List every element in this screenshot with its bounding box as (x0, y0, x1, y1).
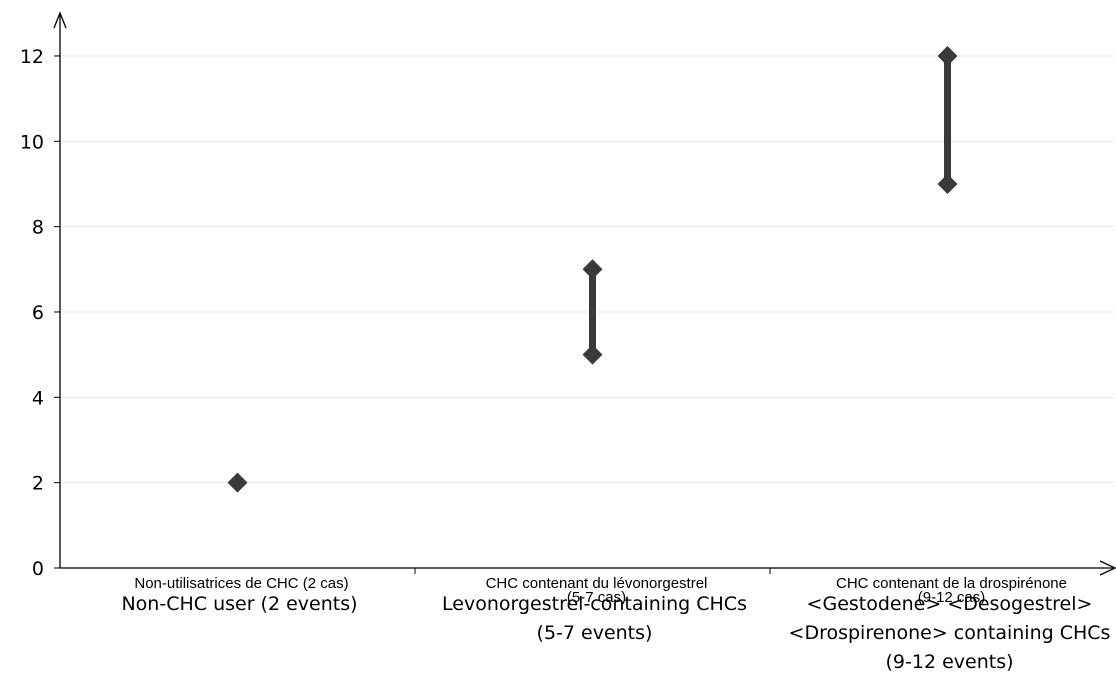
high-point (937, 45, 958, 66)
x-label-french: CHC contenant du lévonorgestrel (486, 575, 708, 592)
gridlines (60, 55, 1114, 484)
low-point (937, 173, 958, 194)
y-tick-label: 10 (20, 131, 44, 153)
x-label-french: CHC contenant de la drospirénone (836, 575, 1067, 592)
y-tick-label: 2 (32, 473, 44, 495)
x-label-french: (5-7 cas) (567, 589, 626, 606)
y-tick-label: 4 (32, 387, 44, 409)
x-label-english: Levonorgestrel-containing CHCs (442, 593, 747, 615)
y-tick-label: 6 (32, 302, 44, 324)
axes (53, 11, 1116, 576)
low-point (582, 344, 603, 365)
data-marks (227, 45, 958, 493)
y-tick-label: 12 (20, 46, 44, 68)
x-label-english: (9-12 events) (886, 651, 1014, 673)
x-label-french: Non-utilisatrices de CHC (2 cas) (134, 575, 348, 592)
x-label-english: Non-CHC user (2 events) (121, 593, 357, 615)
y-tick-label: 0 (32, 558, 44, 580)
high-point (582, 259, 603, 280)
x-category-ticks (414, 568, 771, 574)
x-label-english: (5-7 events) (537, 622, 653, 644)
x-axis-arrow-icon (1099, 560, 1116, 576)
y-axis-arrow-icon (53, 11, 67, 29)
data-point (227, 472, 248, 493)
x-category-labels: Non-utilisatrices de CHC (2 cas)Non-CHC … (121, 575, 1110, 673)
y-tick-labels: 0 2 4 6 8 10 12 (20, 46, 60, 580)
x-label-english: <Gestodene> <Desogestrel> (807, 593, 1093, 615)
x-label-french: (9-12 cas) (918, 589, 986, 606)
x-label-english: <Drospirenone> containing CHCs (789, 622, 1111, 644)
y-tick-label: 8 (32, 217, 44, 239)
